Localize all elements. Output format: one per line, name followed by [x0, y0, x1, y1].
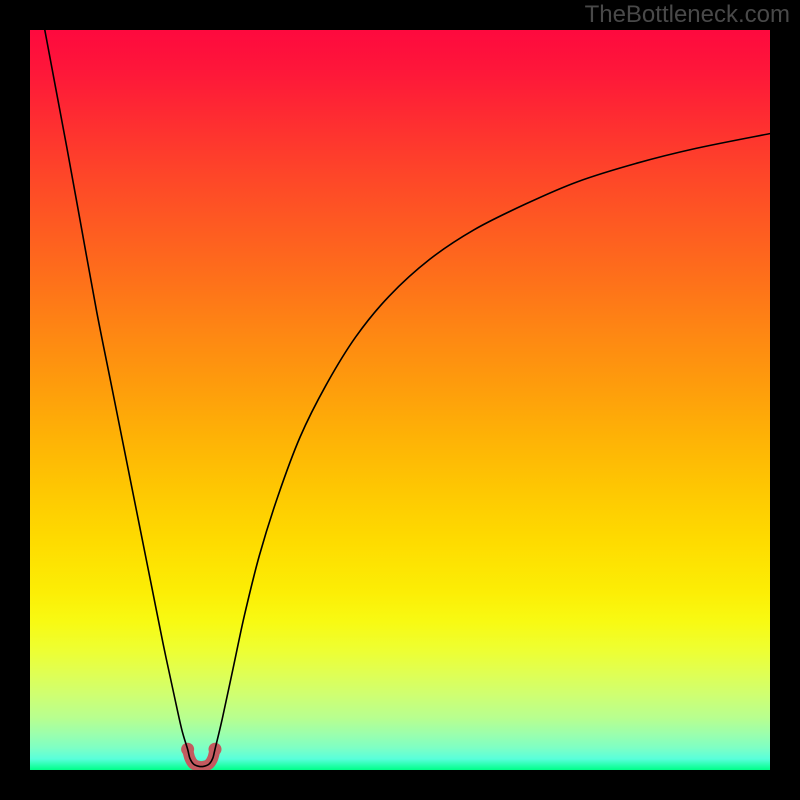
chart-outer-frame: TheBottleneck.com [0, 0, 800, 800]
chart-plot-area [30, 30, 770, 770]
chart-background [30, 30, 770, 770]
watermark-text: TheBottleneck.com [585, 1, 790, 29]
chart-svg [30, 30, 770, 770]
